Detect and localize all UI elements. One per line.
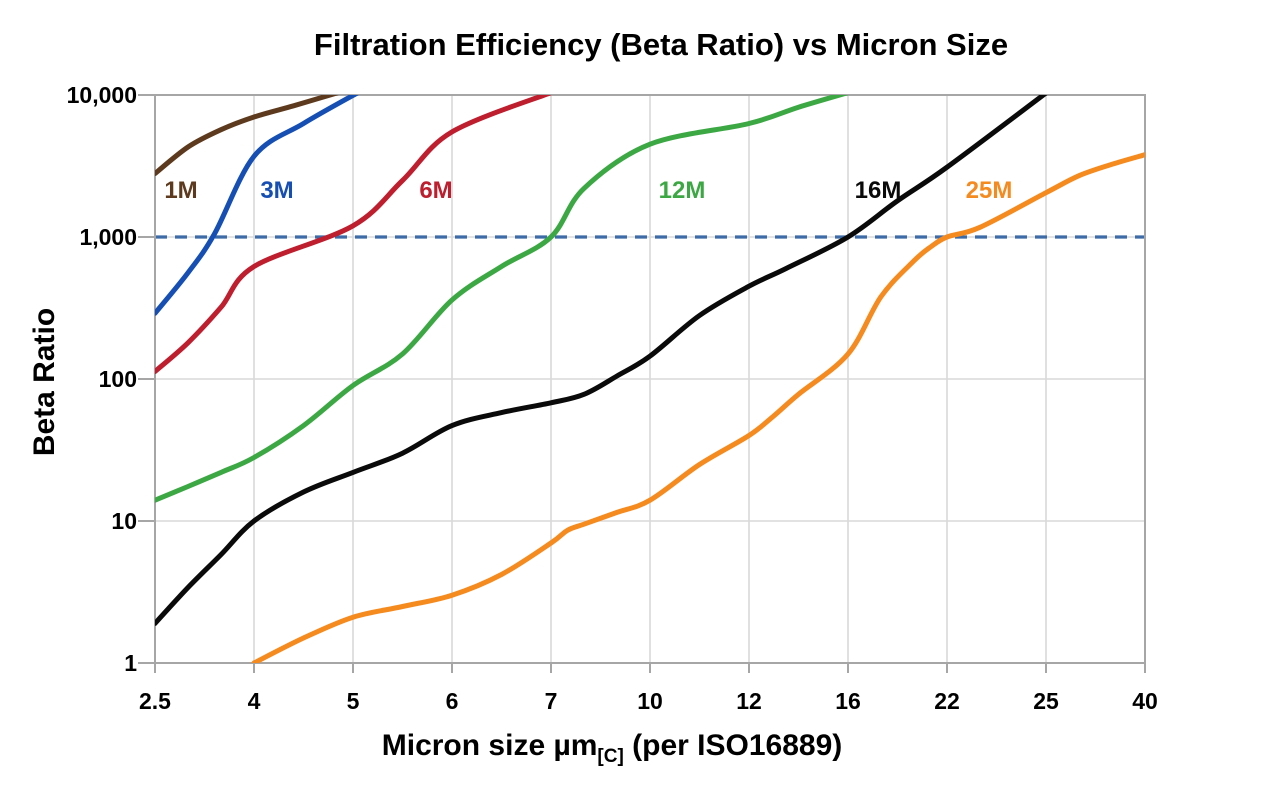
series-label-25M: 25M [966, 177, 1013, 204]
x-tick-labels: 2.5 4 5 6 7 10 12 16 22 25 40 [139, 688, 1158, 714]
x-tick-label: 4 [248, 688, 261, 714]
series-label-12M: 12M [659, 177, 706, 204]
y-tick-label: 10 [111, 508, 137, 534]
plot-frame [138, 94, 1146, 673]
x-axis-title-suffix: (per ISO16889) [623, 729, 843, 762]
series-label-16M: 16M [855, 177, 902, 204]
x-tick-label: 5 [347, 688, 360, 714]
x-tick-label: 2.5 [139, 688, 171, 714]
x-tick-label: 6 [446, 688, 459, 714]
series-labels: 1M 3M 6M 12M 16M 25M [164, 177, 1012, 204]
y-tick-labels: 10,000 1,000 100 10 1 [67, 82, 138, 676]
x-tick-label: 10 [637, 688, 663, 714]
curve-25M [251, 152, 1145, 663]
y-tick-label: 1,000 [79, 224, 137, 250]
x-tick-label: 22 [934, 688, 960, 714]
curve-12M [155, 95, 849, 503]
curve-16M [155, 95, 1048, 626]
curves [155, 95, 1145, 663]
curve-6M [155, 95, 552, 374]
curve-1M [155, 95, 339, 176]
x-tick-label: 12 [736, 688, 762, 714]
series-label-1M: 1M [164, 177, 197, 204]
x-axis-title-main: Micron size µm [381, 729, 598, 762]
chart-title: Filtration Efficiency (Beta Ratio) vs Mi… [313, 27, 1009, 62]
x-tick-label: 25 [1033, 688, 1059, 714]
series-label-6M: 6M [419, 177, 452, 204]
y-tick-label: 100 [99, 366, 137, 392]
y-tick-label: 10,000 [67, 82, 137, 108]
curve-3M [155, 95, 359, 316]
y-tick-label: 1 [124, 650, 137, 676]
x-tick-label: 7 [545, 688, 558, 714]
x-tick-label: 40 [1132, 688, 1158, 714]
x-axis-title: Micron size µm[C] (per ISO16889) [0, 729, 1224, 766]
x-axis-title-subscript: [C] [597, 746, 624, 767]
series-label-3M: 3M [260, 177, 293, 204]
x-tick-label: 16 [835, 688, 861, 714]
